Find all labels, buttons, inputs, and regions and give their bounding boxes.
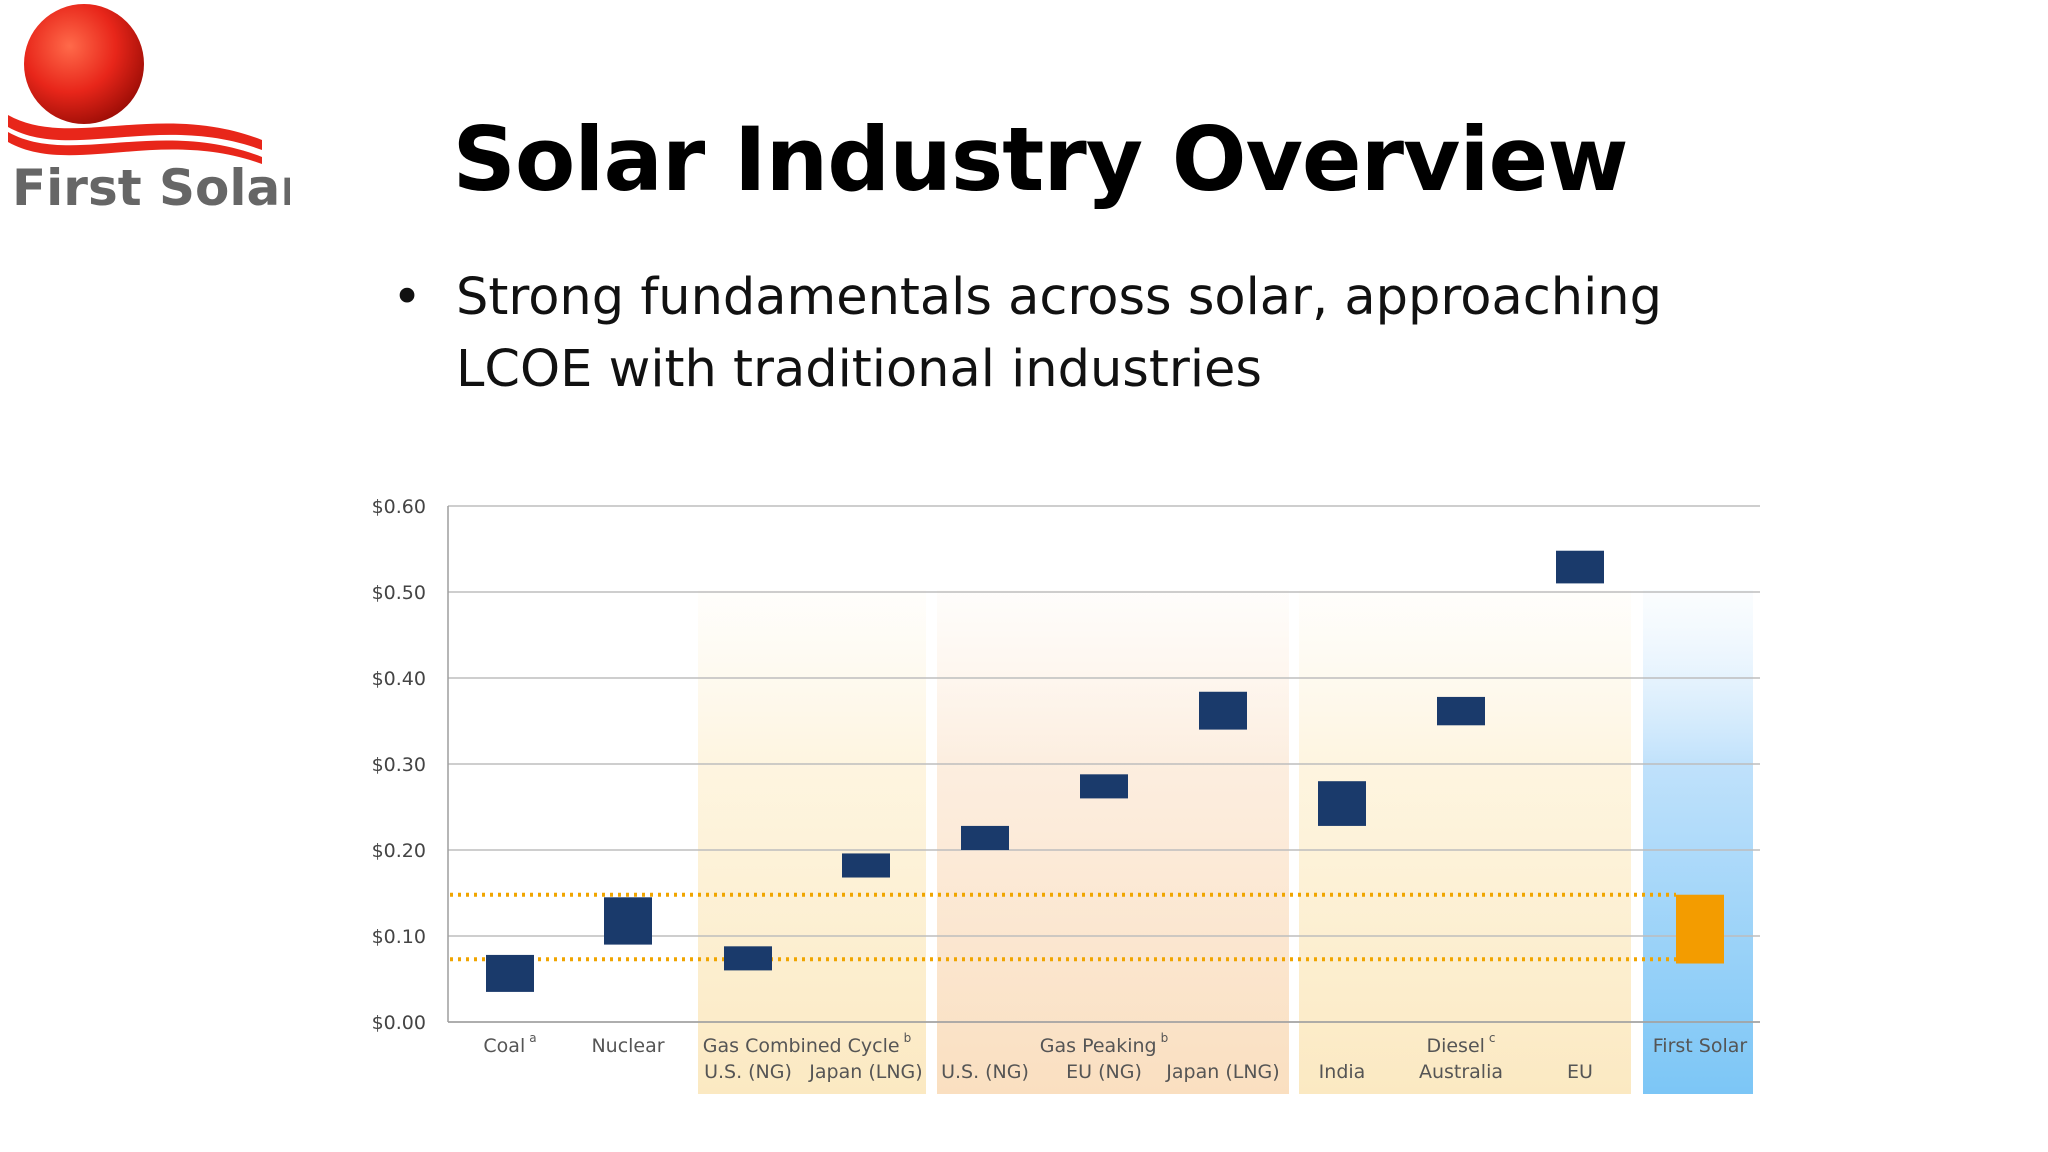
y-tick-label: $0.30 bbox=[372, 754, 426, 776]
bullet-text: Strong fundamentals across solar, approa… bbox=[456, 268, 1662, 399]
group-label: Diesel c bbox=[1426, 1031, 1495, 1057]
logo-sun-icon bbox=[24, 4, 144, 124]
group-label: First Solar bbox=[1653, 1035, 1748, 1057]
logo-text: First Solar. bbox=[12, 159, 290, 217]
chart-labels: Coal a Nuclear Gas Combined Cycle b Gas Peaki… bbox=[483, 1031, 1747, 1083]
bar-sub-label: EU (NG) bbox=[1066, 1061, 1142, 1083]
chart-gridlines bbox=[448, 505, 1760, 1023]
range-bar bbox=[1318, 781, 1366, 826]
bullet-dot: • bbox=[392, 268, 423, 327]
y-tick-label: $0.60 bbox=[372, 496, 426, 518]
bar-sub-label: Japan (LNG) bbox=[808, 1061, 922, 1083]
logo-wave-icon bbox=[8, 115, 262, 150]
y-tick-label: $0.40 bbox=[372, 668, 426, 690]
bar-sub-label: EU bbox=[1567, 1061, 1593, 1083]
range-bar bbox=[1080, 774, 1128, 799]
range-bar bbox=[604, 897, 652, 945]
y-tick-label: $0.00 bbox=[372, 1012, 426, 1034]
group-label: Gas Peaking b bbox=[1040, 1031, 1168, 1057]
group-label: Gas Combined Cycle b bbox=[703, 1031, 911, 1057]
range-bar bbox=[961, 825, 1009, 850]
group-shade-2 bbox=[698, 590, 926, 1094]
bar-sub-label: India bbox=[1319, 1061, 1366, 1083]
group-label: Coal a bbox=[483, 1031, 536, 1057]
bar-sub-label: Japan (LNG) bbox=[1165, 1061, 1279, 1083]
group-shade-5 bbox=[1643, 590, 1753, 1094]
range-bar bbox=[486, 954, 534, 992]
bar-sub-label: Australia bbox=[1419, 1061, 1503, 1083]
group-shading bbox=[698, 590, 1753, 1094]
range-bar bbox=[842, 853, 890, 878]
y-tick-label: $0.20 bbox=[372, 840, 426, 862]
y-tick-label: $0.10 bbox=[372, 926, 426, 948]
range-bar bbox=[1199, 691, 1247, 730]
chart-axes: $0.00 $0.10 $0.20 $0.30 $0.40 $0.50 $0.60 bbox=[372, 496, 1760, 1034]
y-tick-label: $0.50 bbox=[372, 582, 426, 604]
bar-sub-label: U.S. (NG) bbox=[704, 1061, 792, 1083]
range-bar bbox=[1556, 550, 1604, 584]
group-shade-4 bbox=[1299, 590, 1631, 1094]
bar-sub-label: U.S. (NG) bbox=[941, 1061, 1029, 1083]
chart-bars bbox=[486, 550, 1724, 992]
range-bar bbox=[1437, 696, 1485, 726]
range-bar bbox=[724, 946, 772, 971]
first-solar-logo: First Solar. bbox=[8, 4, 290, 217]
highlight-bar bbox=[1676, 894, 1724, 964]
slide-title: Solar Industry Overview bbox=[452, 108, 1628, 211]
group-label: Nuclear bbox=[591, 1035, 664, 1057]
